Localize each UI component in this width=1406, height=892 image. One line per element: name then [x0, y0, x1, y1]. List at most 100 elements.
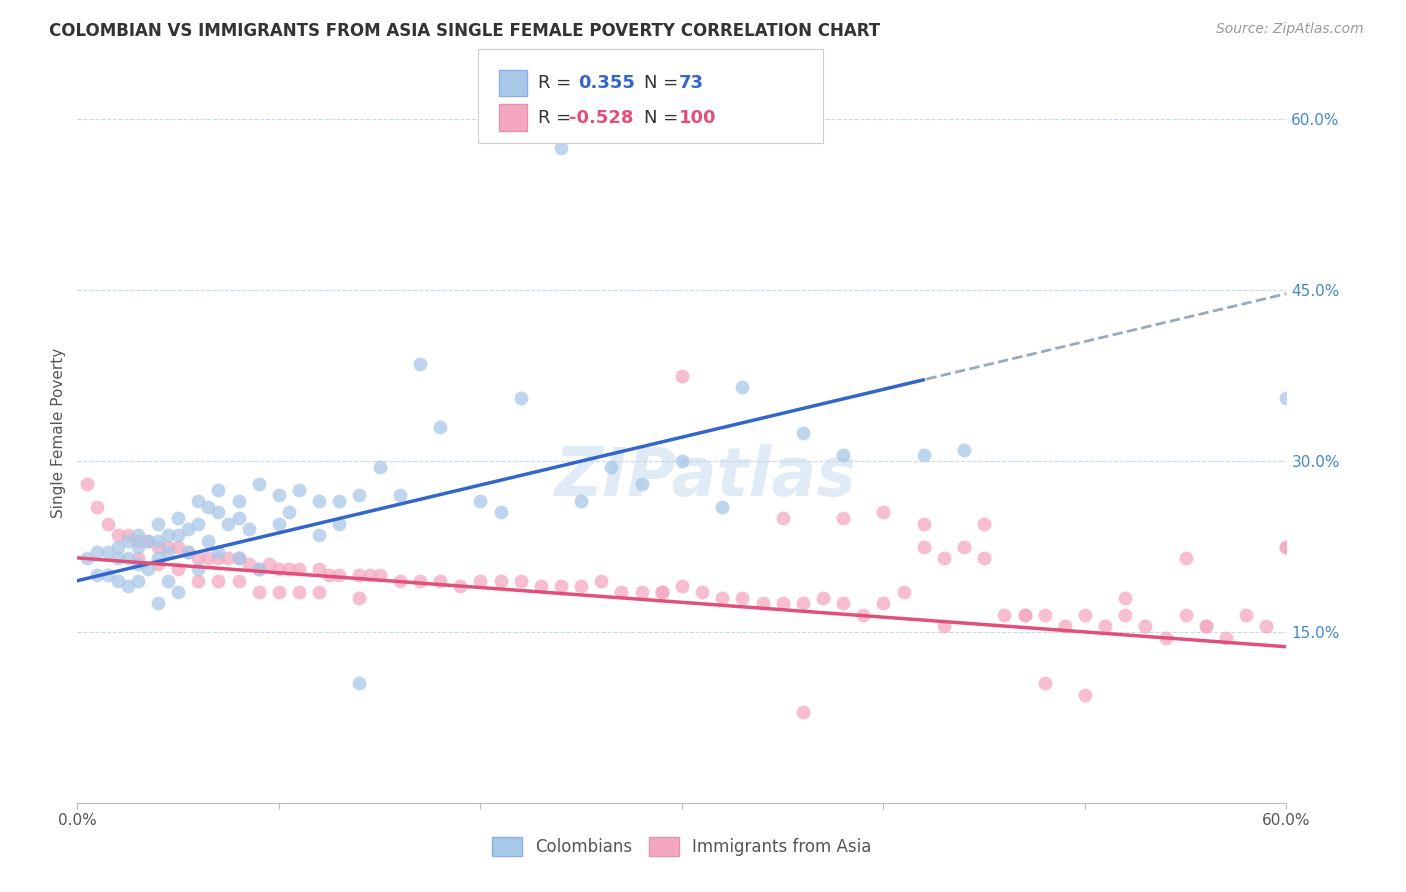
- Point: [1154, 631, 1177, 645]
- Point: [167, 562, 190, 576]
- Text: COLOMBIAN VS IMMIGRANTS FROM ASIA SINGLE FEMALE POVERTY CORRELATION CHART: COLOMBIAN VS IMMIGRANTS FROM ASIA SINGLE…: [49, 22, 880, 40]
- Point: [127, 557, 149, 571]
- Point: [117, 528, 139, 542]
- Point: [690, 585, 713, 599]
- Point: [107, 574, 129, 588]
- Point: [86, 545, 108, 559]
- Point: [953, 442, 976, 457]
- Point: [197, 500, 219, 514]
- Point: [932, 619, 955, 633]
- Point: [993, 607, 1015, 622]
- Point: [1014, 607, 1036, 622]
- Point: [772, 511, 794, 525]
- Point: [76, 550, 98, 565]
- Point: [117, 533, 139, 548]
- Point: [973, 516, 995, 531]
- Point: [187, 550, 209, 565]
- Point: [146, 533, 169, 548]
- Point: [711, 500, 734, 514]
- Point: [187, 574, 209, 588]
- Point: [86, 500, 108, 514]
- Point: [107, 540, 129, 554]
- Point: [136, 533, 159, 548]
- Point: [177, 545, 200, 559]
- Point: [96, 516, 118, 531]
- Point: [953, 540, 976, 554]
- Point: [187, 494, 209, 508]
- Point: [127, 528, 149, 542]
- Point: [359, 568, 381, 582]
- Point: [157, 574, 180, 588]
- Point: [651, 585, 673, 599]
- Point: [489, 574, 512, 588]
- Point: [107, 550, 129, 565]
- Text: N =: N =: [644, 74, 683, 92]
- Point: [489, 505, 512, 519]
- Point: [107, 528, 129, 542]
- Point: [569, 579, 592, 593]
- Point: [207, 545, 229, 559]
- Point: [550, 141, 572, 155]
- Point: [1074, 688, 1097, 702]
- Point: [228, 550, 250, 565]
- Text: R =: R =: [538, 109, 578, 127]
- Point: [912, 516, 935, 531]
- Point: [368, 459, 391, 474]
- Point: [470, 494, 492, 508]
- Point: [872, 597, 894, 611]
- Point: [127, 574, 149, 588]
- Point: [509, 392, 531, 406]
- Point: [308, 494, 330, 508]
- Text: Source: ZipAtlas.com: Source: ZipAtlas.com: [1216, 22, 1364, 37]
- Point: [228, 550, 250, 565]
- Point: [167, 585, 190, 599]
- Text: R =: R =: [538, 74, 578, 92]
- Point: [207, 550, 229, 565]
- Text: 0.355: 0.355: [578, 74, 634, 92]
- Point: [792, 597, 814, 611]
- Point: [1074, 607, 1097, 622]
- Point: [832, 511, 855, 525]
- Point: [509, 574, 531, 588]
- Legend: Colombians, Immigrants from Asia: Colombians, Immigrants from Asia: [484, 829, 880, 865]
- Point: [127, 533, 149, 548]
- Point: [872, 505, 894, 519]
- Point: [218, 550, 240, 565]
- Point: [811, 591, 834, 605]
- Point: [349, 591, 371, 605]
- Point: [228, 574, 250, 588]
- Point: [318, 568, 340, 582]
- Point: [76, 476, 98, 491]
- Point: [449, 579, 471, 593]
- Point: [167, 540, 190, 554]
- Point: [792, 705, 814, 719]
- Point: [932, 550, 955, 565]
- Point: [1114, 607, 1136, 622]
- Point: [197, 533, 219, 548]
- Point: [247, 562, 270, 576]
- Point: [349, 568, 371, 582]
- Point: [117, 579, 139, 593]
- Point: [127, 540, 149, 554]
- Point: [197, 550, 219, 565]
- Point: [852, 607, 875, 622]
- Point: [550, 579, 572, 593]
- Point: [238, 557, 260, 571]
- Point: [1014, 607, 1036, 622]
- Point: [1033, 607, 1056, 622]
- Point: [187, 516, 209, 531]
- Point: [157, 540, 180, 554]
- Point: [96, 568, 118, 582]
- Point: [167, 511, 190, 525]
- Point: [1174, 550, 1197, 565]
- Point: [1033, 676, 1056, 690]
- Point: [278, 505, 301, 519]
- Point: [86, 568, 108, 582]
- Point: [429, 574, 451, 588]
- Y-axis label: Single Female Poverty: Single Female Poverty: [51, 348, 66, 517]
- Point: [187, 562, 209, 576]
- Point: [1275, 540, 1298, 554]
- Point: [146, 540, 169, 554]
- Point: [328, 568, 350, 582]
- Point: [157, 545, 180, 559]
